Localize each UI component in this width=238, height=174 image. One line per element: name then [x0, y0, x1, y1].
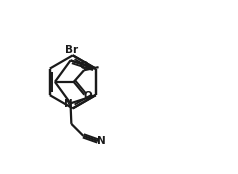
Text: Br: Br — [65, 45, 78, 56]
Text: O: O — [80, 61, 88, 71]
Text: O: O — [83, 91, 92, 101]
Text: N: N — [97, 136, 106, 146]
Text: N: N — [64, 99, 73, 109]
